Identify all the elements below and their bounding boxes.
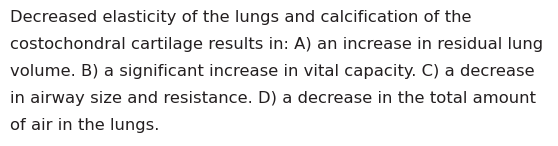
Text: costochondral cartilage results in: A) an increase in residual lung: costochondral cartilage results in: A) a… xyxy=(10,37,543,52)
Text: of air in the lungs.: of air in the lungs. xyxy=(10,118,160,133)
Text: Decreased elasticity of the lungs and calcification of the: Decreased elasticity of the lungs and ca… xyxy=(10,10,472,25)
Text: volume. B) a significant increase in vital capacity. C) a decrease: volume. B) a significant increase in vit… xyxy=(10,64,535,79)
Text: in airway size and resistance. D) a decrease in the total amount: in airway size and resistance. D) a decr… xyxy=(10,91,536,106)
